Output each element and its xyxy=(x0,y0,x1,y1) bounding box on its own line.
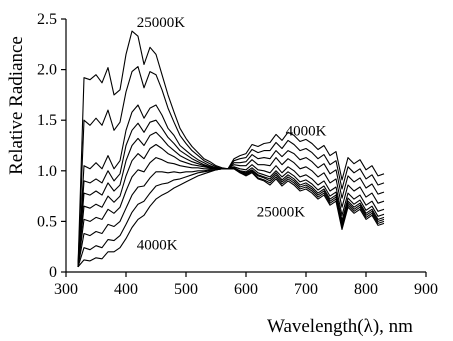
annotation-label-3: 25000K xyxy=(257,204,306,220)
x-tick-label: 700 xyxy=(294,281,318,298)
axis-ticks: 300 400 500 600 700 800 900 0 0.5 1.0 1.5 2.0 2.5 xyxy=(37,11,438,298)
annotation-label-2: 4000K xyxy=(286,123,327,139)
y-tick-label: 2.5 xyxy=(37,11,57,28)
y-tick-label: 1.0 xyxy=(37,163,57,180)
x-tick-label: 500 xyxy=(174,281,198,298)
y-tick-label: 0.5 xyxy=(37,213,57,230)
series-lines xyxy=(77,30,385,268)
axes xyxy=(65,19,426,273)
annotations: 25000K 4000K 25000K 4000K xyxy=(137,15,327,254)
y-tick-label: 2.0 xyxy=(37,62,57,79)
y-tick-label: 0 xyxy=(49,264,57,281)
series-line-8 xyxy=(77,150,385,267)
series-line-7 xyxy=(77,157,385,267)
y-axis-label: Relative Radiance xyxy=(6,36,27,175)
x-axis-label: Wavelength(λ), nm xyxy=(267,316,413,337)
series-line-10 xyxy=(77,131,385,268)
series-line-6 xyxy=(77,143,385,267)
series-line-5 xyxy=(77,131,385,267)
x-tick-label: 900 xyxy=(414,281,438,298)
annotation-label-4: 4000K xyxy=(137,238,178,254)
series-line-1 xyxy=(77,30,385,267)
x-tick-label: 800 xyxy=(354,281,378,298)
y-tick-label: 1.5 xyxy=(37,112,57,129)
x-tick-label: 600 xyxy=(234,281,258,298)
x-tick-label: 300 xyxy=(54,281,78,298)
annotation-label-1: 25000K xyxy=(137,15,186,31)
x-tick-label: 400 xyxy=(114,281,138,298)
